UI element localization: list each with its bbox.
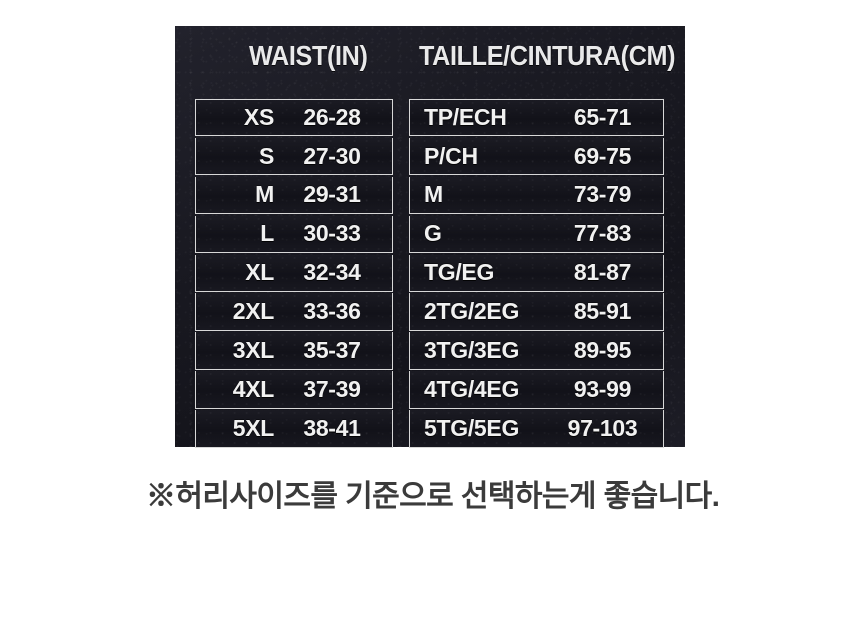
waist-value: 65-71 [573,104,632,131]
waist-value: 97-103 [567,414,638,441]
table-row: L 30-33 [195,215,393,254]
size-chart-panel: WAIST(IN) TAILLE/CINTURA(CM) XS 26-28 S … [175,26,685,448]
size-label: G [424,220,442,247]
waist-value: 89-95 [573,337,632,364]
waist-value: 37-39 [303,375,361,402]
size-guide-note: ※허리사이즈를 기준으로 선택하는게 좋습니다. [146,480,720,513]
waist-value: 93-99 [573,375,632,402]
table-row: G 77-83 [409,215,664,254]
size-label: TG/EG [424,259,495,286]
waist-value: 29-31 [303,181,361,208]
table-row: TG/EG 81-87 [409,254,664,292]
size-label: 2TG/2EG [424,298,520,325]
size-table-centimeters: TP/ECH 65-71 P/CH 69-75 M 73-79 G 77-83 … [409,99,664,448]
table-row: TP/ECH 65-71 [409,99,664,137]
size-label: S [258,142,274,169]
size-label: M [255,181,274,208]
table-row: 3XL 35-37 [195,332,393,370]
table-row: S 27-30 [195,137,393,176]
table-row: XL 32-34 [195,254,393,292]
size-label: M [424,181,443,208]
waist-value: 35-37 [303,337,361,364]
table-row: 4TG/4EG 93-99 [409,371,664,409]
table-row: P/CH 69-75 [409,137,664,176]
waist-value: 32-34 [303,259,361,286]
waist-value: 73-79 [573,181,632,208]
column-header-waist-inches: WAIST(IN) [249,40,368,71]
table-row: M 73-79 [409,176,664,215]
waist-value: 38-41 [303,414,361,441]
waist-value: 85-91 [573,298,632,325]
size-table-inches: XS 26-28 S 27-30 M 29-31 L 30-33 XL 32-3… [195,99,393,448]
size-label: XS [243,104,274,131]
column-header-waist-centimeters: TAILLE/CINTURA(CM) [419,40,676,71]
size-label: 4TG/4EG [424,375,520,402]
table-row: 5TG/5EG 97-103 [409,410,664,448]
size-chart-headers: WAIST(IN) TAILLE/CINTURA(CM) [175,26,685,98]
table-row: XS 26-28 [195,99,393,137]
table-row: 3TG/3EG 89-95 [409,332,664,370]
size-label: 5TG/5EG [424,414,520,441]
waist-value: 69-75 [573,142,632,169]
waist-value: 26-28 [303,104,361,131]
size-label: P/CH [424,142,478,169]
table-row: 4XL 37-39 [195,371,393,409]
table-row: 2TG/2EG 85-91 [409,293,664,331]
size-label: XL [245,259,274,286]
waist-value: 30-33 [303,220,361,247]
size-label: 5XL [232,414,275,441]
size-label: 4XL [232,375,275,402]
size-label: L [260,220,274,247]
size-label: 3TG/3EG [424,337,520,364]
table-row: 2XL 33-36 [195,293,393,331]
waist-value: 81-87 [573,259,632,286]
waist-value: 77-83 [573,220,632,247]
table-row: 5XL 38-41 [195,410,393,448]
waist-value: 27-30 [303,142,361,169]
table-row: M 29-31 [195,176,393,215]
size-label: TP/ECH [424,104,507,131]
size-label: 2XL [232,298,275,325]
waist-value: 33-36 [303,298,361,325]
size-label: 3XL [232,337,275,364]
